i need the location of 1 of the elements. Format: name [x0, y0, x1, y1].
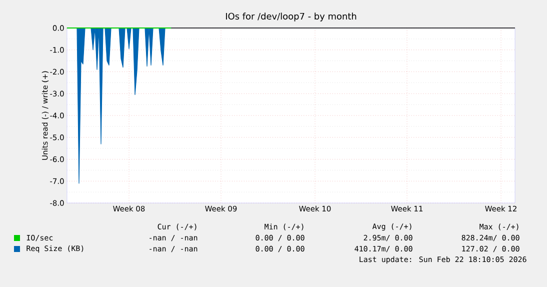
- chart-title: IOs for /dev/loop7 - by month: [226, 12, 356, 22]
